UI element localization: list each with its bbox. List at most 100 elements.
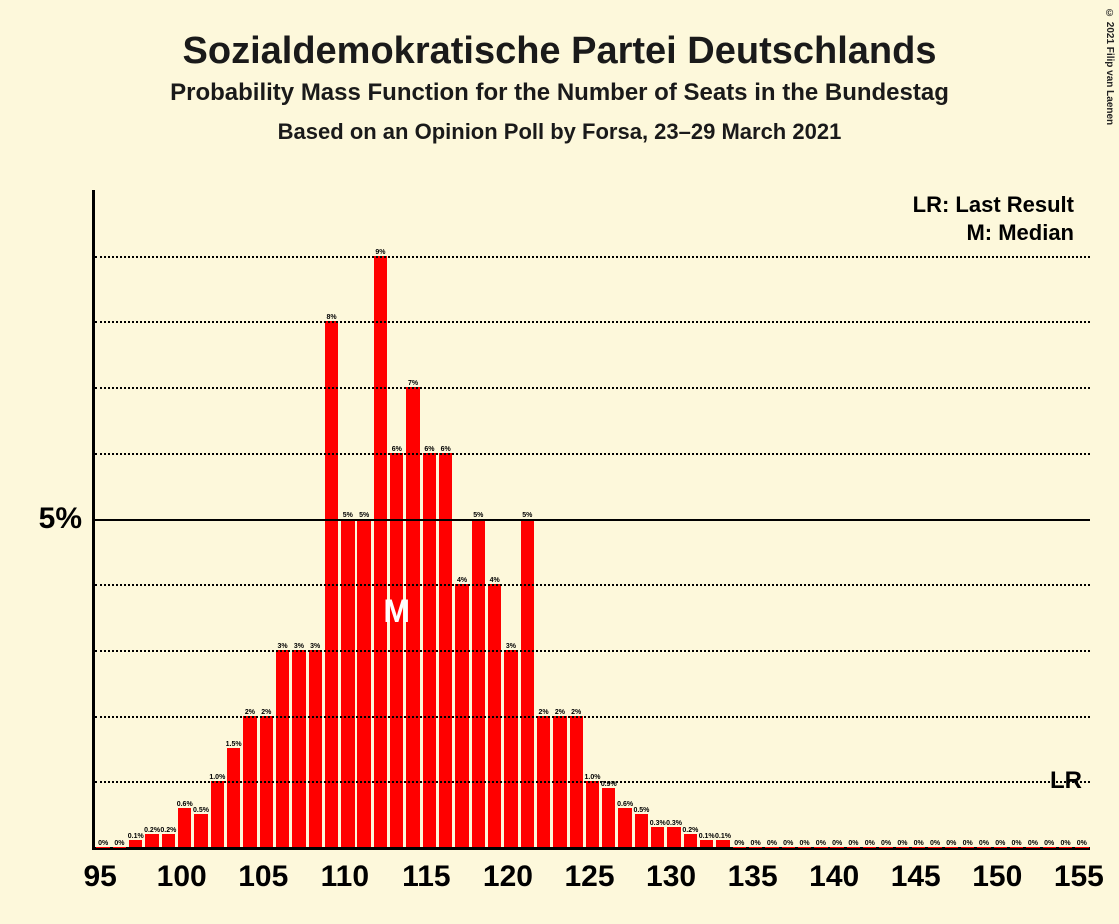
bar-value-label: 0%	[979, 840, 989, 847]
gridline-minor	[95, 387, 1090, 389]
bar-value-label: 3%	[506, 643, 516, 650]
chart-subtitle: Probability Mass Function for the Number…	[0, 79, 1119, 107]
bar-value-label: 0.2%	[144, 827, 160, 834]
bar: 3%	[309, 650, 322, 847]
bar: 0%	[113, 847, 126, 848]
bar: 7%	[406, 387, 419, 847]
bar: 1.5%	[227, 748, 240, 847]
bar-value-label: 4%	[490, 577, 500, 584]
x-axis-tick-label: 100	[157, 860, 207, 894]
bar-value-label: 0%	[816, 840, 826, 847]
y-axis-label-5pct: 5%	[26, 502, 82, 536]
bar-value-label: 1.0%	[585, 774, 601, 781]
chart-titles: Sozialdemokratische Partei Deutschlands …	[0, 0, 1119, 145]
bar: 0%	[961, 847, 974, 848]
chart-title: Sozialdemokratische Partei Deutschlands	[0, 30, 1119, 73]
pmf-chart: © 2021 Filip van Laenen Sozialdemokratis…	[0, 0, 1119, 924]
bar-value-label: 0%	[865, 840, 875, 847]
bar: 0.3%	[651, 827, 664, 847]
bar-value-label: 0%	[734, 840, 744, 847]
x-axis-tick-label: 120	[483, 860, 533, 894]
bar: 0%	[1043, 847, 1056, 848]
bar: 0%	[830, 847, 843, 848]
x-axis-tick-label: 140	[809, 860, 859, 894]
x-axis-tick-label: 115	[402, 860, 450, 894]
bar: 0%	[814, 847, 827, 848]
bar-value-label: 5%	[359, 512, 369, 519]
bar-value-label: 0.5%	[193, 807, 209, 814]
bar-value-label: 0.6%	[617, 801, 633, 808]
bar-value-label: 7%	[408, 380, 418, 387]
bar: 0.5%	[194, 814, 207, 847]
bar: 0%	[96, 847, 109, 848]
bar-value-label: 0%	[799, 840, 809, 847]
gridline-minor	[95, 716, 1090, 718]
bar-value-label: 0%	[1077, 840, 1087, 847]
bar: 0%	[1010, 847, 1023, 848]
gridline-minor	[95, 584, 1090, 586]
bar-value-label: 0%	[98, 840, 108, 847]
bar-value-label: 0%	[914, 840, 924, 847]
x-axis-tick-label: 150	[972, 860, 1022, 894]
bar: 0.1%	[700, 840, 713, 847]
bar: 5%	[357, 519, 370, 848]
bar: 5%	[341, 519, 354, 848]
gridline-minor	[95, 453, 1090, 455]
x-axis-tick-label: 130	[646, 860, 696, 894]
bar: 0.1%	[129, 840, 142, 847]
bar: 0%	[994, 847, 1007, 848]
x-axis-labels: 95100105110115120125130135140145150155	[92, 854, 1090, 904]
bar: 0.1%	[716, 840, 729, 847]
bar-value-label: 1.5%	[226, 741, 242, 748]
bar: 0.9%	[602, 788, 615, 847]
bar-value-label: 0.1%	[699, 833, 715, 840]
bar-value-label: 0.2%	[160, 827, 176, 834]
bar: 0%	[765, 847, 778, 848]
bar-value-label: 0.1%	[128, 833, 144, 840]
bar-value-label: 0%	[1060, 840, 1070, 847]
bar-value-label: 6%	[392, 446, 402, 453]
bar: 0%	[1075, 847, 1088, 848]
x-axis-tick-label: 125	[564, 860, 614, 894]
bar-value-label: 5%	[522, 512, 532, 519]
bar-value-label: 2%	[539, 709, 549, 716]
bar-value-label: 0%	[1044, 840, 1054, 847]
bar-value-label: 9%	[375, 249, 385, 256]
bar: 0%	[945, 847, 958, 848]
bar: 9%	[374, 256, 387, 847]
gridline-minor	[95, 256, 1090, 258]
bar: 0%	[847, 847, 860, 848]
bar-value-label: 0%	[1028, 840, 1038, 847]
bar-value-label: 0%	[946, 840, 956, 847]
bar-value-label: 2%	[261, 709, 271, 716]
bar-value-label: 0%	[848, 840, 858, 847]
bar-value-label: 3%	[310, 643, 320, 650]
bar: 3%	[504, 650, 517, 847]
chart-subtitle-2: Based on an Opinion Poll by Forsa, 23–29…	[0, 119, 1119, 145]
bar: 3%	[292, 650, 305, 847]
bar-value-label: 0%	[930, 840, 940, 847]
bar-value-label: 0.3%	[650, 820, 666, 827]
bar-value-label: 6%	[424, 446, 434, 453]
copyright-text: © 2021 Filip van Laenen	[1104, 8, 1115, 125]
bar-value-label: 5%	[343, 512, 353, 519]
bar-value-label: 0.3%	[666, 820, 682, 827]
bar: 5%	[521, 519, 534, 848]
bar: 0%	[733, 847, 746, 848]
plot-area: LR: Last Result M: Median 0%0%0.1%0.2%0.…	[92, 190, 1090, 850]
bar: 3%	[276, 650, 289, 847]
gridline-minor	[95, 781, 1090, 783]
bar: 0%	[782, 847, 795, 848]
bar: 0.6%	[618, 808, 631, 847]
x-axis-tick-label: 110	[321, 860, 369, 894]
bar-value-label: 0.5%	[633, 807, 649, 814]
bar: 0%	[896, 847, 909, 848]
bar-value-label: 6%	[441, 446, 451, 453]
bar-value-label: 0%	[832, 840, 842, 847]
bar-value-label: 2%	[571, 709, 581, 716]
bar-value-label: 4%	[457, 577, 467, 584]
bar: 0.2%	[684, 834, 697, 847]
bar-value-label: 0.1%	[715, 833, 731, 840]
x-axis-tick-label: 135	[728, 860, 778, 894]
bar: 0.2%	[162, 834, 175, 847]
